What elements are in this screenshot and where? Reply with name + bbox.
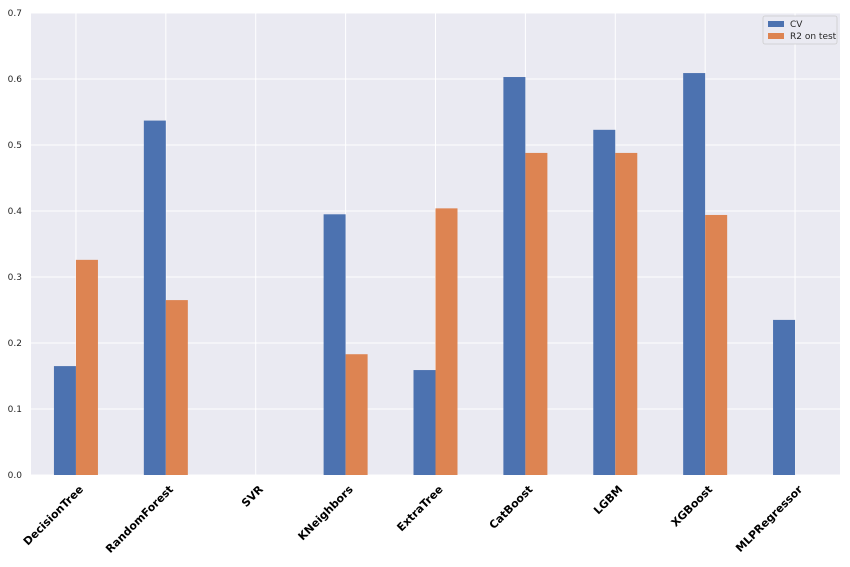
x-tick-label: LGBM <box>591 483 625 517</box>
bar-r2-on-test <box>75 259 98 475</box>
x-tick-label: MLPRegressor <box>733 483 805 555</box>
y-tick-label: 0.7 <box>8 9 22 19</box>
y-tick-label: 0.4 <box>8 207 23 217</box>
bar-r2-on-test <box>705 214 728 475</box>
y-axis: 0.0 0.1 0.2 0.3 0.4 0.5 0.6 0.7 <box>8 9 23 481</box>
bar-r2-on-test <box>435 208 458 476</box>
y-tick-label: 0.5 <box>8 141 22 151</box>
bar-r2-on-test <box>165 300 188 475</box>
bar-cv <box>683 73 706 475</box>
y-tick-label: 0.1 <box>8 405 22 415</box>
bar-cv <box>323 214 346 476</box>
y-tick-label: 0.2 <box>8 339 22 349</box>
bar-cv <box>53 366 76 475</box>
x-tick-label: RandomForest <box>103 483 176 556</box>
legend: CV R2 on test <box>762 15 838 45</box>
bar-cv <box>413 370 436 475</box>
bar-cv <box>773 319 796 475</box>
x-tick-label: ExtraTree <box>394 483 445 534</box>
legend-swatch-r2-on-test <box>768 33 784 39</box>
x-tick-label: CatBoost <box>487 483 536 532</box>
bar-r2-on-test <box>615 152 638 476</box>
bar-cv <box>143 120 166 475</box>
bar-cv <box>503 77 526 476</box>
y-tick-label: 0.0 <box>8 471 23 481</box>
legend-label-cv: CV <box>790 20 803 30</box>
legend-swatch-cv <box>768 21 784 27</box>
x-tick-label: SVR <box>239 483 266 510</box>
x-tick-label: XGBoost <box>669 483 716 530</box>
legend-label-r2-on-test: R2 on test <box>790 32 837 42</box>
y-tick-label: 0.6 <box>8 75 23 85</box>
bar-r2-on-test <box>345 354 368 475</box>
bar-cv <box>593 129 616 475</box>
x-tick-label: KNeighbors <box>296 483 356 543</box>
x-tick-label: DecisionTree <box>21 483 86 548</box>
x-axis: DecisionTree RandomForest SVR KNeighbors Ext… <box>21 483 806 556</box>
y-tick-label: 0.3 <box>8 273 22 283</box>
bars <box>53 73 796 476</box>
bar-r2-on-test <box>525 152 548 476</box>
